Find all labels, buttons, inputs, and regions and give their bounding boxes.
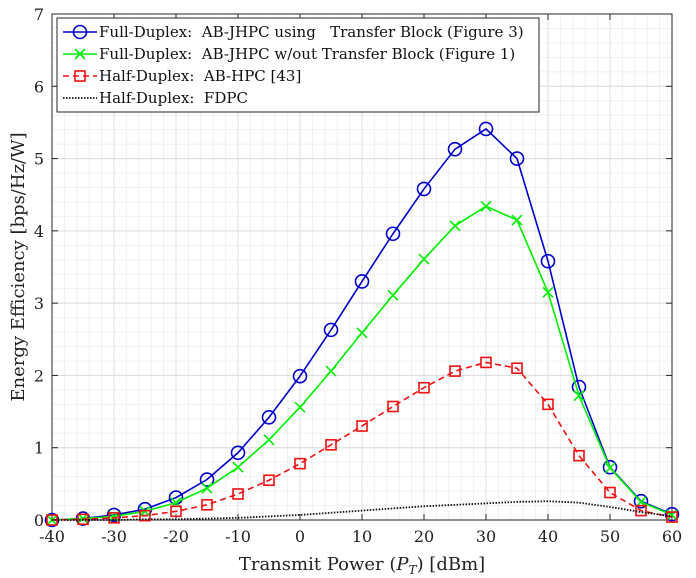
series-3 xyxy=(46,356,678,526)
data-point xyxy=(604,462,616,474)
series-line xyxy=(52,500,673,521)
series-layer xyxy=(44,121,680,528)
x-tick-label: -40 xyxy=(39,527,65,546)
y-tick-label: 2 xyxy=(34,366,44,385)
legend-entry-4: Half-Duplex: FDPC xyxy=(63,89,248,107)
legend-entry-1: Full-Duplex: AB-JHPC using Transfer Bloc… xyxy=(63,23,524,41)
x-tick-label: -10 xyxy=(225,527,251,546)
data-point xyxy=(46,514,58,526)
y-tick-label: 5 xyxy=(34,150,44,169)
data-point xyxy=(511,214,523,226)
x-tick-label: 30 xyxy=(476,527,496,546)
data-point xyxy=(449,365,461,377)
data-point xyxy=(478,121,494,137)
x-tick-label: 60 xyxy=(662,527,682,546)
legend: Full-Duplex: AB-JHPC using Transfer Bloc… xyxy=(56,17,540,113)
data-point xyxy=(325,365,337,377)
y-tick-label: 7 xyxy=(34,5,44,24)
legend-label: Full-Duplex: AB-JHPC w/out Transfer Bloc… xyxy=(99,45,515,63)
data-point xyxy=(199,472,215,487)
data-point xyxy=(542,286,554,298)
x-tick-label: 50 xyxy=(600,527,620,546)
data-point xyxy=(263,474,275,487)
data-point xyxy=(294,401,306,413)
data-point xyxy=(447,141,463,157)
legend-entry-3: Half-Duplex: AB-HPC [43] xyxy=(63,67,301,85)
data-point xyxy=(108,512,120,524)
data-point xyxy=(418,253,430,265)
legend-marker xyxy=(72,24,88,40)
y-tick-label: 4 xyxy=(34,222,44,241)
legend-marker xyxy=(74,70,86,82)
legend-label: Half-Duplex: FDPC xyxy=(99,89,248,107)
data-point xyxy=(480,356,492,369)
data-point xyxy=(604,486,616,499)
series-4 xyxy=(52,500,673,521)
data-point xyxy=(170,505,182,518)
x-tick-label: 0 xyxy=(295,527,305,546)
y-tick-label: 1 xyxy=(34,439,44,458)
data-point xyxy=(292,368,308,384)
data-point xyxy=(387,289,399,301)
data-point xyxy=(540,253,556,269)
data-point xyxy=(356,420,368,432)
x-tick-label: 20 xyxy=(414,527,434,546)
data-point xyxy=(511,362,523,375)
data-point xyxy=(602,459,618,475)
axis-ticks: -40 -30 -20 -10 0 10 20 30 40 50 60 0 1 2 3 4 5 6 7 xyxy=(34,5,682,546)
data-point xyxy=(294,457,306,470)
x-tick-label: -20 xyxy=(163,527,189,546)
y-axis-label: Energy Efficiency [bps/Hz/W] xyxy=(8,132,29,401)
data-point xyxy=(449,220,461,232)
data-point xyxy=(139,509,151,522)
data-point xyxy=(356,327,368,339)
data-point xyxy=(325,439,337,451)
data-point xyxy=(354,274,370,289)
x-axis-label: Transmit Power (PT) [dBm] xyxy=(239,554,485,577)
data-point xyxy=(573,390,585,402)
data-point xyxy=(666,511,678,523)
data-point xyxy=(664,506,680,522)
legend-marker xyxy=(74,48,86,60)
series-line xyxy=(51,127,673,521)
data-point xyxy=(232,488,244,500)
data-point xyxy=(416,181,432,197)
data-point xyxy=(509,151,525,166)
data-point xyxy=(230,445,246,461)
data-point xyxy=(418,381,430,394)
legend-label: Half-Duplex: AB-HPC [43] xyxy=(99,67,301,85)
data-point xyxy=(633,493,649,509)
data-point xyxy=(201,499,213,511)
x-tick-label: 40 xyxy=(538,527,558,546)
data-point xyxy=(480,200,492,212)
legend-box xyxy=(56,17,540,113)
legend-label: Full-Duplex: AB-JHPC using Transfer Bloc… xyxy=(99,23,524,41)
data-point xyxy=(201,482,213,494)
data-point xyxy=(263,434,275,446)
data-point xyxy=(542,398,554,411)
data-point xyxy=(573,449,585,462)
x-tick-label: -30 xyxy=(101,527,127,546)
y-tick-label: 0 xyxy=(34,511,44,530)
x-tick-label: 10 xyxy=(352,527,372,546)
data-point xyxy=(323,322,339,338)
series-line xyxy=(51,361,673,521)
data-point xyxy=(168,490,184,505)
data-point xyxy=(261,410,277,425)
data-point xyxy=(385,226,401,242)
y-tick-label: 6 xyxy=(34,77,44,96)
series-2 xyxy=(46,200,678,526)
y-tick-label: 3 xyxy=(34,294,44,313)
legend-entry-2: Full-Duplex: AB-JHPC w/out Transfer Bloc… xyxy=(63,45,515,63)
data-point xyxy=(232,461,244,473)
data-point xyxy=(387,400,399,413)
